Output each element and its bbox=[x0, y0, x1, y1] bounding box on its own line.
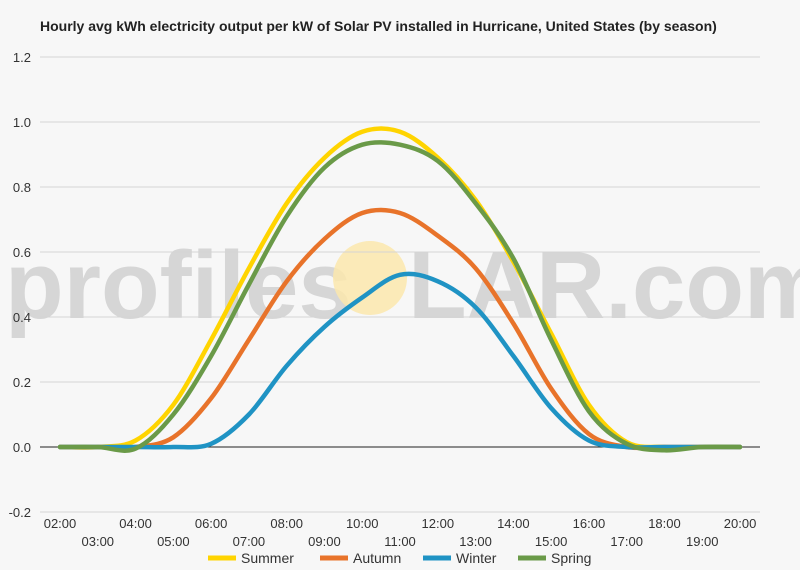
chart-title: Hourly avg kWh electricity output per kW… bbox=[40, 18, 717, 34]
x-tick-label: 19:00 bbox=[686, 534, 719, 549]
x-axis-ticks: 02:00 03:00 04:00 05:00 06:00 07:00 08:00 09:00… bbox=[44, 516, 757, 549]
watermark-right-text: LAR.com bbox=[408, 232, 800, 339]
y-tick-label: 0.0 bbox=[13, 440, 31, 455]
y-tick-label: 0.6 bbox=[13, 245, 31, 260]
watermark: profiles LAR.com bbox=[5, 232, 800, 339]
legend-label-spring: Spring bbox=[551, 550, 591, 566]
x-tick-label: 06:00 bbox=[195, 516, 228, 531]
series-line-winter bbox=[57, 271, 743, 450]
x-tick-label: 16:00 bbox=[573, 516, 606, 531]
x-tick-label: 02:00 bbox=[44, 516, 77, 531]
x-tick-label: 17:00 bbox=[610, 534, 643, 549]
x-tick-label: 13:00 bbox=[459, 534, 492, 549]
legend-label-summer: Summer bbox=[241, 550, 294, 566]
x-tick-label: 08:00 bbox=[270, 516, 303, 531]
y-axis-ticks: -0.2 0.0 0.2 0.4 0.6 0.8 1.0 1.2 bbox=[9, 50, 31, 520]
x-tick-label: 04:00 bbox=[119, 516, 152, 531]
y-tick-label: 0.8 bbox=[13, 180, 31, 195]
y-tick-label: 0.2 bbox=[13, 375, 31, 390]
x-tick-label: 11:00 bbox=[384, 534, 416, 549]
watermark-left-text: profiles bbox=[5, 232, 352, 339]
x-tick-label: 03:00 bbox=[82, 534, 115, 549]
y-tick-label: -0.2 bbox=[9, 505, 31, 520]
x-tick-label: 15:00 bbox=[535, 534, 568, 549]
legend-label-winter: Winter bbox=[456, 550, 497, 566]
y-tick-label: 0.4 bbox=[13, 310, 31, 325]
legend-label-autumn: Autumn bbox=[353, 550, 401, 566]
legend: Summer Autumn Winter Spring bbox=[208, 550, 591, 566]
x-tick-label: 14:00 bbox=[497, 516, 530, 531]
x-tick-label: 12:00 bbox=[422, 516, 455, 531]
x-tick-label: 20:00 bbox=[724, 516, 757, 531]
x-tick-label: 05:00 bbox=[157, 534, 190, 549]
watermark-sun-icon bbox=[333, 241, 407, 315]
x-tick-label: 10:00 bbox=[346, 516, 379, 531]
series-lines bbox=[57, 126, 743, 453]
x-tick-label: 18:00 bbox=[648, 516, 681, 531]
x-tick-label: 07:00 bbox=[233, 534, 266, 549]
x-tick-label: 09:00 bbox=[308, 534, 341, 549]
y-tick-label: 1.0 bbox=[13, 115, 31, 130]
y-tick-label: 1.2 bbox=[13, 50, 31, 65]
series-line-spring bbox=[57, 140, 743, 453]
